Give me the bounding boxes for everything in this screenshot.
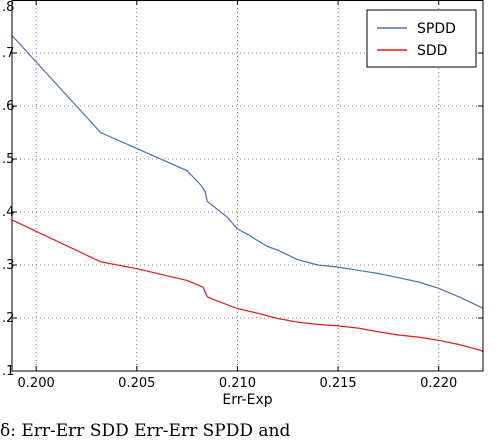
x-tick-label: 0.210 [219,376,256,391]
plot-frame [11,0,484,372]
x-tick-label: 0.215 [319,376,356,391]
y-tick-label: .5 [2,152,14,167]
x-axis-label: Err-Exp [222,392,272,408]
y-tick-label: .1 [2,364,14,379]
y-tick-label: .4 [2,205,14,220]
x-tick-label: 0.205 [118,376,155,391]
legend-label-spdd: SPDD [417,21,456,37]
legend-label-sdd: SDD [417,43,447,59]
y-tick-label: .6 [2,99,14,114]
y-tick-label: .3 [2,258,14,273]
x-tick-label: 0.200 [18,376,55,391]
legend-box [366,9,477,68]
axis-ticks: 0.200 0.205 0.210 0.215 0.220 .1 .2 .3 .4 .5 .6 .7.… [2,0,483,391]
series-line-sdd [11,219,484,352]
series-lines [11,35,484,352]
y-tick-label: .7 [2,46,14,61]
y-tick-label: .8 [2,0,14,15]
legend: SPDD SDD [366,9,477,68]
y-tick-label: .2 [2,311,14,326]
figure-caption: δ: Err-Err SDD Err-Err SPDD and [0,421,290,438]
series-line-spdd [11,35,484,310]
x-tick-label: 0.220 [420,376,457,391]
